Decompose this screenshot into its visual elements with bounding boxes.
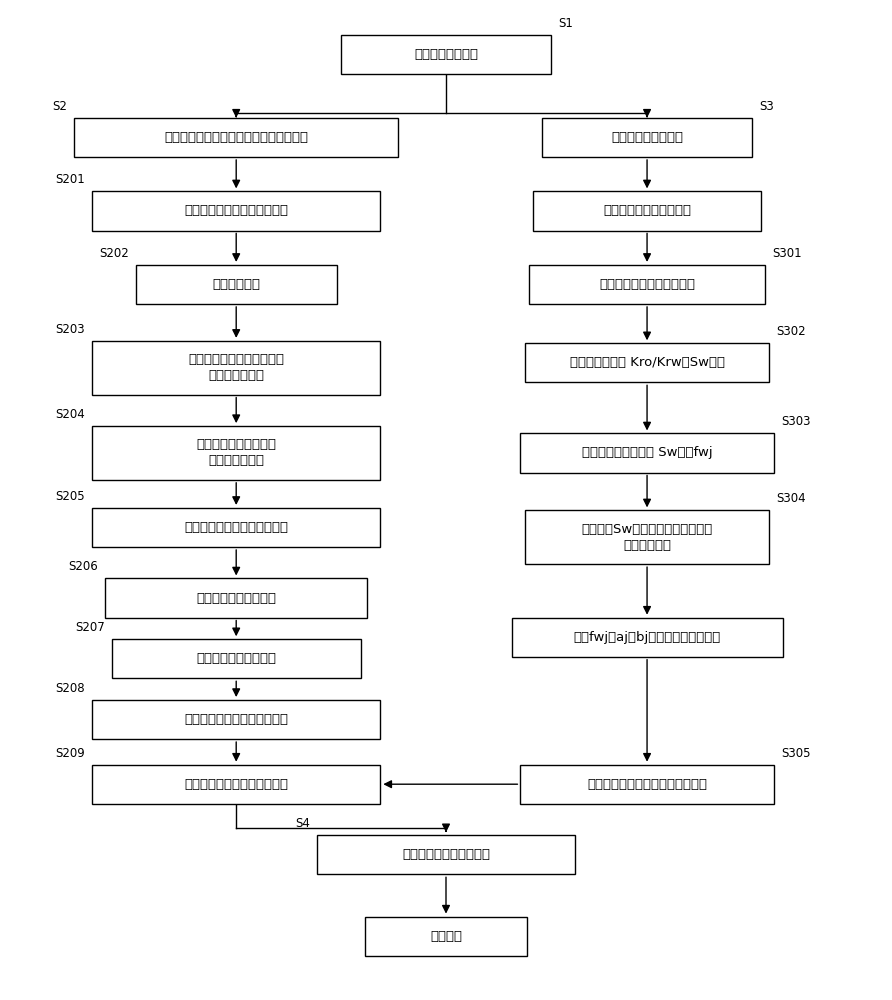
Bar — [105, 578, 368, 618]
Text: 绘制fwj、aj、bj曲线并进行二元回归: 绘制fwj、aj、bj曲线并进行二元回归 — [574, 631, 721, 644]
Text: 绘制各小层相渗 Kro/Krw～Sw曲线: 绘制各小层相渗 Kro/Krw～Sw曲线 — [570, 356, 724, 369]
Text: S2: S2 — [53, 100, 68, 113]
Text: S201: S201 — [55, 173, 85, 186]
Text: 确定小层吸水的流动系数级差: 确定小层吸水的流动系数级差 — [185, 204, 288, 217]
Text: 建立小层含水率与井口含水率关系: 建立小层含水率与井口含水率关系 — [587, 778, 707, 791]
Bar — [92, 191, 381, 231]
Text: 计算水井垂向劈分系数: 计算水井垂向劈分系数 — [196, 591, 277, 604]
Text: S1: S1 — [558, 17, 573, 30]
Text: 建立油水井数据库: 建立油水井数据库 — [414, 48, 478, 61]
Bar — [92, 426, 381, 480]
Text: S4: S4 — [295, 817, 310, 830]
Bar — [341, 34, 551, 74]
Text: 选择注采井组: 选择注采井组 — [212, 278, 260, 291]
Text: S203: S203 — [55, 323, 85, 336]
Bar — [533, 191, 761, 231]
Text: S208: S208 — [55, 682, 85, 695]
Bar — [92, 341, 381, 395]
Text: 取各小层共渗区内等 Sw计算fwj: 取各小层共渗区内等 Sw计算fwj — [582, 446, 713, 459]
Bar — [92, 765, 381, 804]
Bar — [529, 265, 765, 304]
Bar — [112, 639, 360, 678]
Bar — [75, 118, 398, 157]
Text: S305: S305 — [780, 747, 810, 760]
Bar — [92, 700, 381, 739]
Bar — [317, 835, 575, 874]
Text: S302: S302 — [776, 325, 806, 338]
Text: 计算油井在小层对应水井水量: 计算油井在小层对应水井水量 — [185, 713, 288, 726]
Bar — [520, 433, 773, 473]
Text: 计算有相渗平均流动系数: 计算有相渗平均流动系数 — [603, 204, 691, 217]
Text: S206: S206 — [69, 560, 98, 573]
Text: S209: S209 — [55, 747, 85, 760]
Bar — [92, 508, 381, 547]
Text: 计算油井产液量及注水井注水量劈分系数: 计算油井产液量及注水井注水量劈分系数 — [164, 131, 309, 144]
Text: S202: S202 — [99, 247, 128, 260]
Bar — [520, 765, 773, 804]
Text: 计算有相渗小层流动系数比: 计算有相渗小层流动系数比 — [599, 278, 695, 291]
Bar — [365, 916, 527, 956]
Text: S3: S3 — [759, 100, 773, 113]
Text: S304: S304 — [776, 492, 806, 505]
Bar — [524, 510, 770, 564]
Text: S207: S207 — [75, 621, 104, 634]
Bar — [524, 343, 770, 382]
Text: 汇总保存: 汇总保存 — [430, 930, 462, 943]
Text: S205: S205 — [55, 490, 85, 503]
Text: 计算小层各油井分配水
量及小层总水量: 计算小层各油井分配水 量及小层总水量 — [196, 438, 277, 467]
Text: S303: S303 — [780, 415, 810, 428]
Text: 绘制相同Sw下含水与流动系数比曲
线并直线回归: 绘制相同Sw下含水与流动系数比曲 线并直线回归 — [582, 523, 713, 552]
Text: 计算油井产油量、产水量: 计算油井产油量、产水量 — [402, 848, 490, 861]
Text: 计算油井在小层平面分配系数: 计算油井在小层平面分配系数 — [185, 521, 288, 534]
Text: 计算对应油水井间阻力系数
小层总阻力系数: 计算对应油水井间阻力系数 小层总阻力系数 — [188, 353, 285, 382]
Text: S204: S204 — [55, 408, 85, 421]
Bar — [512, 618, 782, 657]
Text: 计算油井小层含水率: 计算油井小层含水率 — [611, 131, 683, 144]
Text: 计算注水井分层注水量: 计算注水井分层注水量 — [196, 652, 277, 665]
Text: 计算油井对应水井小层水量和: 计算油井对应水井小层水量和 — [185, 778, 288, 791]
Bar — [136, 265, 337, 304]
Bar — [542, 118, 752, 157]
Text: S301: S301 — [772, 247, 802, 260]
